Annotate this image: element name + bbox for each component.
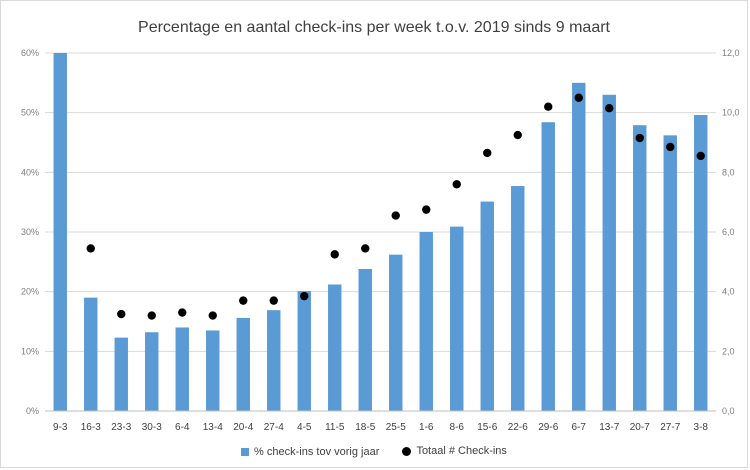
legend-swatch-bars [241, 447, 250, 456]
bar [84, 297, 98, 411]
bar [511, 186, 525, 411]
bar [297, 291, 311, 411]
x-tick-label: 29-6 [538, 422, 558, 433]
scatter-point [208, 311, 217, 320]
bar [663, 135, 677, 411]
x-tick-label: 30-3 [142, 422, 162, 433]
legend-label-bars: % check-ins tov vorig jaar [254, 445, 380, 458]
bar [328, 284, 342, 411]
bar [694, 115, 708, 411]
scatter-point [513, 130, 522, 140]
y-right-tick-label: 8,0 [722, 167, 735, 177]
y-left-tick-label: 30% [21, 227, 39, 237]
bar [145, 332, 159, 411]
x-tick-label: 9-3 [53, 422, 68, 433]
bar [236, 317, 250, 411]
x-tick-label: 25-5 [386, 422, 406, 433]
legend-item-bars: % check-ins tov vorig jaar [241, 446, 379, 458]
x-tick-label: 20-7 [630, 422, 650, 433]
scatter-point [178, 308, 187, 317]
bar [267, 310, 281, 411]
y-right-tick-label: 4,0 [722, 287, 735, 297]
scatter-point [147, 311, 156, 320]
scatter-point [574, 93, 583, 102]
legend: % check-ins tov vorig jaar Totaal # Chec… [1, 445, 747, 459]
y-right-tick-label: 12,0 [722, 48, 740, 58]
x-tick-label: 16-3 [81, 422, 101, 433]
bar [572, 82, 586, 411]
legend-item-dots: Totaal # Check-ins [402, 445, 507, 457]
legend-label-dots: Totaal # Check-ins [416, 445, 507, 457]
scatter-point [391, 211, 400, 220]
x-tick-label: 27-7 [660, 422, 680, 433]
x-tick-label: 3-8 [694, 422, 709, 433]
y-left-tick-label: 50% [21, 108, 39, 118]
bar [633, 125, 647, 412]
x-tick-label: 13-7 [599, 422, 619, 433]
scatter-point [635, 133, 644, 143]
scatter-point [483, 148, 492, 158]
y-left-tick-label: 0% [26, 406, 39, 416]
y-left-tick-label: 20% [21, 287, 39, 297]
x-tick-label: 4-5 [297, 422, 312, 433]
y-right-tick-label: 6,0 [722, 227, 735, 237]
bar [53, 53, 67, 411]
scatter-point [269, 296, 278, 305]
y-right-tick-label: 0,0 [722, 406, 735, 416]
bar [541, 122, 555, 412]
bar [480, 201, 494, 411]
scatter-point [300, 291, 309, 301]
scatter-point [117, 309, 126, 319]
x-tick-label: 6-4 [175, 422, 190, 433]
scatter-point [666, 142, 675, 152]
x-tick-label: 11-5 [325, 422, 345, 433]
x-tick-label: 20-4 [233, 422, 253, 433]
x-tick-label: 22-6 [508, 422, 528, 433]
bar [450, 226, 464, 411]
scatter-point [330, 250, 339, 259]
y-left-tick-label: 60% [21, 48, 39, 58]
scatter-point [239, 296, 248, 305]
legend-swatch-dots [402, 446, 412, 456]
chart-title: Percentage en aantal check-ins per week … [138, 19, 610, 36]
x-tick-label: 18-5 [355, 422, 375, 433]
scatter-point [422, 205, 431, 214]
x-tick-label: 13-4 [203, 422, 223, 433]
x-tick-label: 15-6 [477, 422, 497, 433]
bar [602, 94, 616, 412]
scatter-point [544, 102, 553, 111]
scatter-point [86, 244, 95, 253]
y-right-tick-label: 10,0 [722, 108, 740, 118]
x-tick-label: 1-6 [419, 422, 434, 433]
x-tick-label: 6-7 [572, 422, 587, 433]
x-tick-label: 8-6 [450, 422, 465, 433]
x-tick-label: 27-4 [264, 422, 284, 433]
bar [358, 268, 372, 411]
scatter-point [361, 244, 370, 253]
bar [206, 330, 220, 411]
bar [114, 337, 128, 411]
y-right-tick-label: 2,0 [722, 346, 735, 356]
scatter-point [452, 180, 461, 189]
y-left-tick-label: 40% [21, 167, 39, 177]
x-tick-label: 23-3 [111, 422, 131, 433]
bar [389, 254, 403, 411]
bar [175, 327, 189, 411]
bar [419, 232, 433, 411]
scatter-point [605, 103, 614, 113]
scatter-point [696, 151, 705, 161]
y-left-tick-label: 10% [21, 346, 39, 356]
